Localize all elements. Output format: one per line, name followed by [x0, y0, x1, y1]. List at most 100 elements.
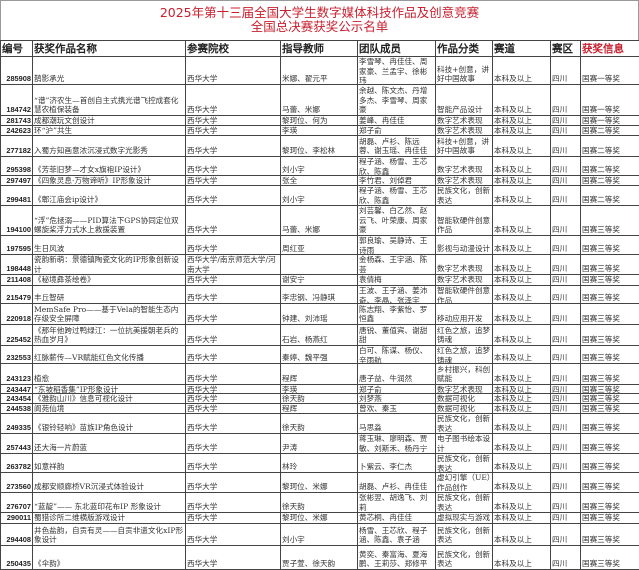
cell-award-text: 国赛三等奖 [582, 535, 638, 545]
cell-teacher-text: 黎珂位、何为 [282, 116, 356, 125]
cell-category-text: 乡村振兴，科创赋能 [437, 365, 491, 384]
cell-track: 本科及以上 [493, 275, 551, 286]
cell-members: 郑子俞 [358, 385, 436, 394]
cell-id: 198448 [1, 255, 33, 275]
cell-award: 国赛二等奖 [581, 126, 639, 136]
cell-id: 276707 [1, 493, 33, 513]
cell-id-text: 295398 [2, 165, 31, 175]
cell-teacher-text: 张全 [282, 176, 356, 185]
cell-region: 四川 [551, 404, 581, 414]
cell-region: 四川 [551, 325, 581, 346]
cell-track: 本科及以上 [493, 364, 551, 385]
cell-track: 本科及以上 [493, 136, 551, 157]
cell-school-text: 西华大学 [187, 165, 279, 175]
header-teacher: 指导教师 [281, 41, 358, 57]
cell-teacher-text: 秦婷、魏平强 [282, 353, 356, 363]
cell-track-text: 本科及以上 [494, 482, 549, 492]
cell-teacher-text: 谢安宁 [282, 275, 356, 285]
header-track: 赛道 [493, 41, 551, 57]
title-line-2: 全国总决赛获奖公示名单 [1, 20, 638, 34]
cell-work-name: 如意祥韵 [33, 454, 186, 473]
cell-members-text: 曾欢、秦玉 [359, 404, 434, 413]
cell-work-name-text: 成都安顺廊桥VR沉浸式体验设计 [34, 482, 184, 492]
cell-members-text: 刘梦燕 [359, 394, 434, 403]
cell-teacher-text: 李瑛 [282, 126, 356, 135]
cell-track: 本科及以上 [493, 186, 551, 206]
cell-id: 197595 [1, 236, 33, 255]
cell-category: 移动应用开发 [436, 304, 493, 325]
cell-work-name-text: 井色盐韵，自贡有灵——自贡非遗文化xIP形象设计 [34, 526, 184, 545]
cell-award: 国赛三等奖 [581, 473, 639, 493]
cell-id-text: 243123 [2, 374, 31, 384]
cell-teacher-text: 黎珂位、米娜 [282, 513, 356, 523]
cell-teacher: 黎珂位、米娜 [281, 513, 358, 524]
cell-track: 本科及以上 [493, 414, 551, 434]
cell-school-text: 西华大学 [187, 146, 279, 156]
cell-work-name-text: 植愈 [34, 374, 184, 384]
cell-id-text: 297497 [2, 176, 31, 185]
header-members: 团队成员 [358, 41, 436, 57]
cell-teacher: 马蕾、米娜 [281, 206, 358, 236]
cell-school-text: 西华大学 [187, 502, 279, 512]
cell-school-text: 西华大学 [187, 535, 279, 545]
cell-region: 四川 [551, 116, 581, 126]
cell-id: 285908 [1, 57, 33, 85]
cell-work-name-text: “东坡稻香集”IP形象设计 [34, 385, 184, 393]
cell-award-text: 国赛三等奖 [582, 385, 638, 393]
cell-school: 西华大学 [186, 346, 281, 364]
cell-members: 郑子俞 [358, 126, 436, 136]
cell-school: 西华大学 [186, 157, 281, 176]
cell-region-text: 四川 [552, 394, 579, 403]
cell-work-name: “谱”济农生—首创自主式携光谱飞控成套化慧农植保装备 [33, 85, 186, 116]
cell-id-text: 277182 [2, 146, 31, 156]
cell-id: 243454 [1, 394, 33, 404]
cell-teacher: 程辉 [281, 364, 358, 385]
cell-work-name: 《那年他跨过鸭绿江：一位抗美援朝老兵的热血岁月》 [33, 325, 186, 346]
cell-members: 卜紫云、李仁杰 [358, 454, 436, 473]
cell-work-name-text: 如意祥韵 [34, 462, 184, 472]
cell-award: 国赛三等奖 [581, 325, 639, 346]
cell-category-text: 数字艺术表现 [437, 165, 491, 175]
cell-work-name-text: “浮”危拯溺——PID算法下GPS协同定位双螺旋桨浮力式水上救援装置 [34, 216, 184, 235]
cell-category-text: 智能软硬件创意作品 [437, 216, 491, 235]
cell-work-name: 丰丘智研 [33, 286, 186, 304]
cell-id: 249335 [1, 414, 33, 434]
cell-region-text: 四川 [552, 353, 579, 363]
cell-award-text: 国赛三等奖 [582, 462, 638, 472]
cell-work-name-text: 入蜀方知画意浓沉浸式数字光影秀 [34, 146, 184, 156]
cell-school: 西华大学 [186, 493, 281, 513]
cell-members-text: 李雪琴、冉佳佳、周家豪、兰孟宇、徐彬玮 [359, 57, 434, 84]
cell-school-text: 西华大学 [187, 462, 279, 472]
table-row: 225452《那年他跨过鸭绿江：一位抗美援朝老兵的热血岁月》西华大学石岩、杨燕红… [1, 325, 639, 346]
cell-category-text: 科技+创意，讲好中国故事 [437, 137, 491, 156]
cell-award-text: 国赛三等奖 [582, 335, 638, 345]
cell-track-text: 本科及以上 [494, 535, 549, 545]
cell-members: 马思淼 [358, 414, 436, 434]
cell-work-name-text: 蜀猎诊所二维横版游戏设计 [34, 513, 184, 523]
cell-id: 281743 [1, 116, 33, 126]
cell-id-text: 225452 [2, 335, 31, 345]
header-region: 赛区 [551, 41, 581, 57]
cell-teacher: 徐天韵 [281, 493, 358, 513]
cell-members-text: 王波、王子涵、姜沛奇、李晶、张泽宇 [359, 286, 434, 303]
cell-award-text: 国赛三等奖 [582, 293, 638, 303]
cell-region-text: 四川 [552, 404, 579, 413]
cell-work-name: 《秘境彝茶绘卷》 [33, 275, 186, 286]
cell-teacher: 黎珂位、李松林 [281, 136, 358, 157]
cell-award: 国赛三等奖 [581, 394, 639, 404]
cell-region-text: 四川 [552, 462, 579, 472]
cell-teacher-text: 刘小宇 [282, 195, 356, 205]
cell-award: 国赛三等奖 [581, 546, 639, 570]
cell-school-text: 西华大学 [187, 225, 279, 235]
cell-id-text: 242623 [2, 126, 31, 135]
cell-id: 184742 [1, 85, 33, 116]
cell-category-text: 民族文化，创新表达 [437, 550, 491, 569]
cell-award: 国赛二等奖 [581, 136, 639, 157]
cell-work-name: 《雅韵山川》信息可视化设计 [33, 394, 186, 404]
table-row: 243447“东坡稻香集”IP形象设计西华大学李瑛郑子俞数字艺术表现本科及以上四… [1, 385, 639, 394]
cell-members-text: 黄奕、秦富海、夏海鹏、王莉莎、郑修平 [359, 550, 434, 569]
